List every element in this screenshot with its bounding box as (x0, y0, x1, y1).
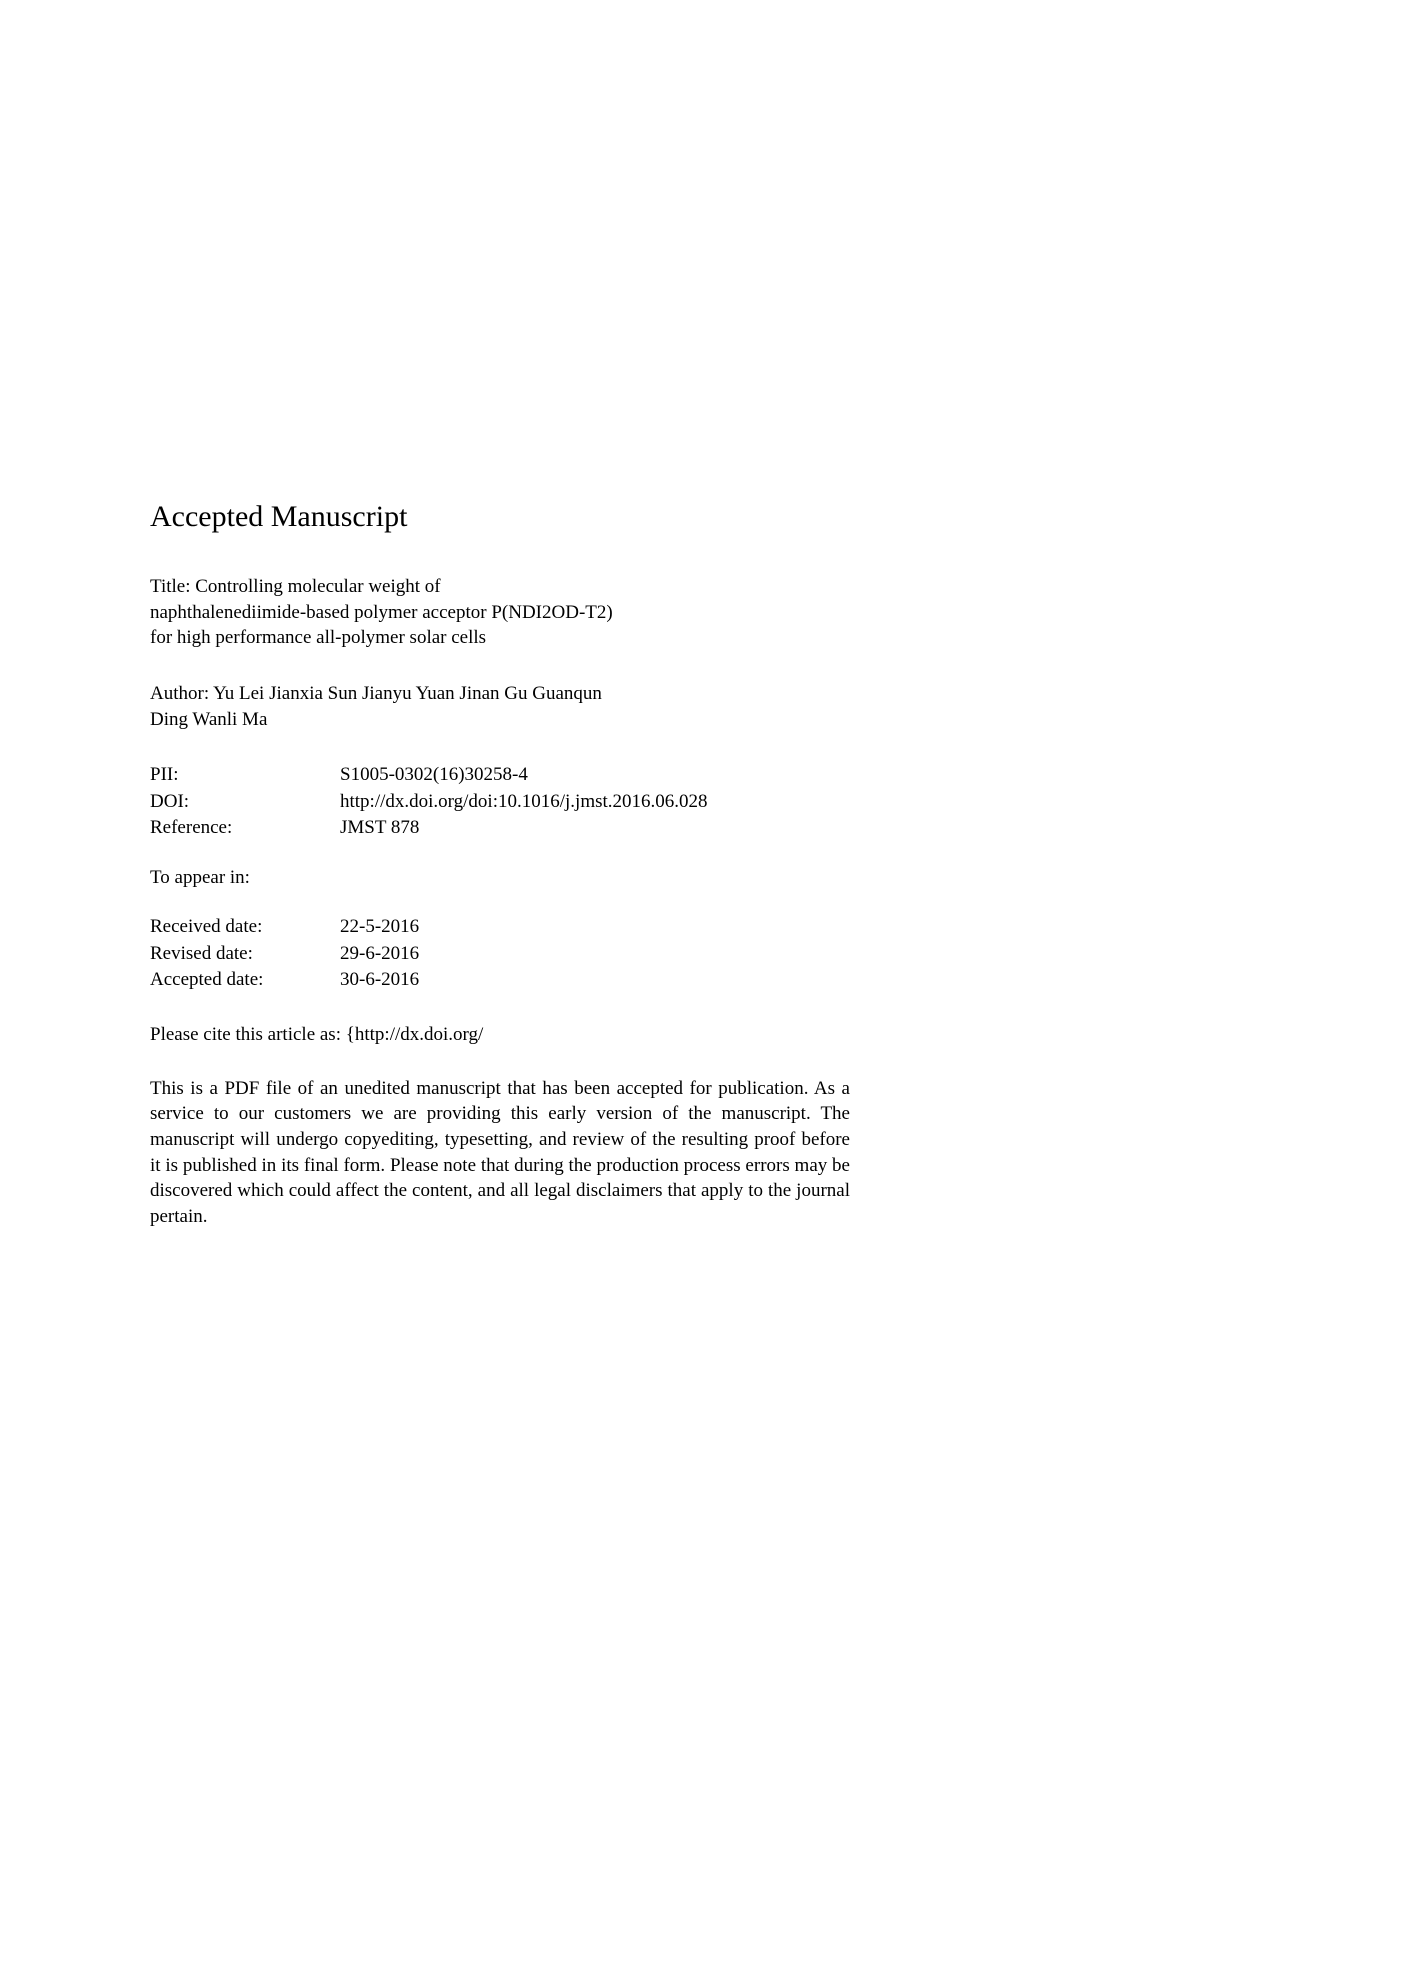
title-text-2: naphthalenediimide-based polymer accepto… (150, 600, 740, 626)
cite-line: Please cite this article as: {http://dx.… (150, 1024, 850, 1046)
page-heading: Accepted Manuscript (150, 500, 850, 534)
doi-label: DOI: (150, 789, 340, 816)
meta-table: PII: S1005-0302(16)30258-4 DOI: http://d… (150, 762, 850, 842)
author-text-1: Yu Lei Jianxia Sun Jianyu Yuan Jinan Gu … (213, 683, 602, 704)
ref-value: JMST 878 (340, 815, 419, 842)
accepted-manuscript-page: Accepted Manuscript Title: Controlling m… (0, 0, 1000, 1330)
revised-label: Revised date: (150, 941, 340, 968)
title-block: Title: Controlling molecular weight of n… (150, 574, 740, 651)
received-label: Received date: (150, 914, 340, 941)
doi-value: http://dx.doi.org/doi:10.1016/j.jmst.201… (340, 789, 708, 816)
received-value: 22-5-2016 (340, 914, 419, 941)
title-line: Title: Controlling molecular weight of (150, 574, 740, 600)
received-row: Received date: 22-5-2016 (150, 914, 850, 941)
accepted-label: Accepted date: (150, 967, 340, 994)
title-prefix: Title: (150, 576, 191, 597)
author-line: Author: Yu Lei Jianxia Sun Jianyu Yuan J… (150, 681, 710, 707)
appear-label: To appear in: (150, 867, 250, 888)
ref-label: Reference: (150, 815, 340, 842)
author-block: Author: Yu Lei Jianxia Sun Jianyu Yuan J… (150, 681, 710, 732)
dates-table: Received date: 22-5-2016 Revised date: 2… (150, 914, 850, 994)
appear-row: To appear in: (150, 867, 850, 889)
ref-row: Reference: JMST 878 (150, 815, 850, 842)
revised-value: 29-6-2016 (340, 941, 419, 968)
disclaimer-text: This is a PDF file of an unedited manusc… (150, 1076, 850, 1230)
title-text-3: for high performance all-polymer solar c… (150, 625, 740, 651)
author-prefix: Author: (150, 683, 209, 704)
revised-row: Revised date: 29-6-2016 (150, 941, 850, 968)
doi-row: DOI: http://dx.doi.org/doi:10.1016/j.jms… (150, 789, 850, 816)
author-text-2: Ding Wanli Ma (150, 707, 710, 733)
pii-value: S1005-0302(16)30258-4 (340, 762, 528, 789)
accepted-row: Accepted date: 30-6-2016 (150, 967, 850, 994)
pii-label: PII: (150, 762, 340, 789)
pii-row: PII: S1005-0302(16)30258-4 (150, 762, 850, 789)
accepted-value: 30-6-2016 (340, 967, 419, 994)
title-text-1: Controlling molecular weight of (195, 576, 440, 597)
